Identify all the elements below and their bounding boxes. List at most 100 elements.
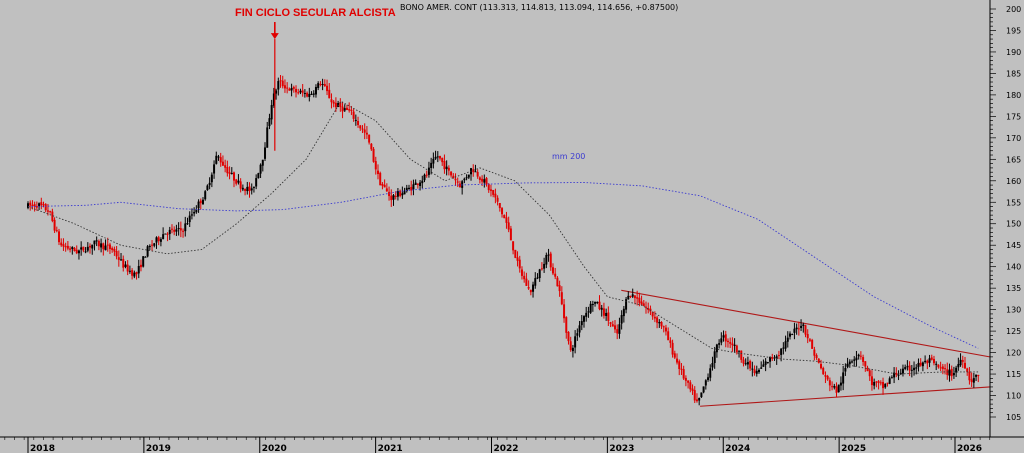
candle-body — [820, 363, 823, 369]
candle-body — [221, 161, 224, 166]
candle-body — [201, 199, 204, 205]
candle-body — [684, 377, 687, 381]
arrow-head-icon — [270, 33, 279, 40]
candle-body — [913, 367, 916, 371]
candle-body — [633, 295, 636, 299]
candle-body — [241, 187, 244, 190]
candle-body — [864, 361, 867, 367]
candle-body — [217, 156, 220, 158]
candle-body — [944, 368, 947, 370]
candle-body — [631, 294, 634, 297]
candle-body — [450, 171, 453, 176]
candle-body — [126, 264, 129, 272]
candle-body — [173, 229, 176, 232]
candle-body — [525, 278, 528, 286]
candle-body — [49, 211, 52, 213]
candle-body — [713, 351, 716, 364]
candle-body — [671, 342, 674, 355]
candle-body — [144, 256, 147, 258]
candle-body — [970, 379, 973, 383]
candle-body — [959, 359, 962, 366]
candle-body — [866, 367, 869, 372]
candle-body — [731, 343, 734, 346]
candle-body — [917, 362, 920, 368]
candle-body — [616, 329, 619, 334]
candle-body — [729, 342, 732, 344]
candle-body — [822, 367, 825, 375]
quote-header: BONO AMER. CONT (113.313, 114.813, 113.0… — [400, 3, 678, 12]
candle-body — [602, 308, 605, 316]
candle-body — [877, 381, 880, 383]
candle-body — [197, 201, 200, 209]
candle-body — [465, 177, 468, 179]
candle-body — [190, 214, 193, 216]
candle-body — [264, 147, 267, 159]
candle-body — [421, 180, 424, 184]
candle-body — [682, 369, 685, 379]
mm200-label: mm 200 — [552, 152, 585, 161]
candle-body — [700, 392, 703, 398]
candle-body — [237, 180, 240, 183]
candle-body — [106, 244, 109, 246]
candle-body — [791, 334, 794, 336]
candle-body — [44, 204, 47, 211]
candle-body — [122, 258, 125, 268]
candle-body — [715, 344, 718, 353]
candle-body — [516, 257, 519, 261]
candle-body — [95, 240, 98, 242]
candle-body — [733, 344, 736, 346]
y-tick-label: 190 — [1006, 48, 1021, 57]
candle-body — [168, 229, 171, 235]
candle-body — [410, 186, 413, 191]
candle-body — [485, 178, 488, 184]
candle-body — [764, 361, 767, 365]
candle-body — [368, 134, 371, 143]
candle-body — [458, 183, 461, 188]
candle-body — [288, 88, 291, 91]
candle-body — [932, 358, 935, 364]
candle-body — [124, 264, 127, 267]
candle-body — [111, 248, 114, 251]
candle-body — [66, 245, 69, 249]
y-tick-label: 175 — [1006, 112, 1021, 121]
candle-body — [924, 360, 927, 363]
candle-body — [376, 170, 379, 175]
candle-body — [627, 295, 630, 300]
moving-averages — [27, 100, 979, 375]
candle-body — [436, 156, 439, 158]
candle-body — [851, 361, 854, 363]
candle-body — [611, 324, 614, 327]
candle-body — [396, 191, 399, 197]
candle-body — [574, 336, 577, 348]
candle-body — [153, 243, 156, 246]
candle-body — [636, 297, 639, 299]
candle-body — [605, 312, 608, 317]
candle-body — [93, 240, 96, 245]
candle-body — [580, 321, 583, 326]
y-tick-label: 195 — [1006, 26, 1021, 35]
candle-body — [337, 102, 340, 107]
candle-body — [310, 93, 313, 95]
candle-body — [206, 185, 209, 191]
candle-body — [607, 312, 610, 321]
candle-body — [414, 182, 417, 185]
candle-body — [299, 90, 302, 93]
candle-body — [875, 381, 878, 383]
candle-body — [788, 333, 791, 337]
candle-body — [166, 233, 169, 235]
candle-body — [133, 272, 136, 277]
candle-body — [651, 312, 654, 317]
candle-body — [159, 239, 162, 242]
candle-body — [361, 128, 364, 130]
candle-body — [549, 253, 552, 268]
candle-body — [846, 363, 849, 368]
candle-body — [888, 378, 891, 384]
candle-body — [582, 316, 585, 322]
candle-body — [55, 230, 58, 232]
x-tick-label: 2019 — [146, 444, 171, 453]
candle-body — [828, 380, 831, 386]
candle-body — [886, 382, 889, 384]
candle-body — [175, 229, 178, 232]
candle-body — [680, 368, 683, 370]
candle-body — [540, 268, 543, 270]
